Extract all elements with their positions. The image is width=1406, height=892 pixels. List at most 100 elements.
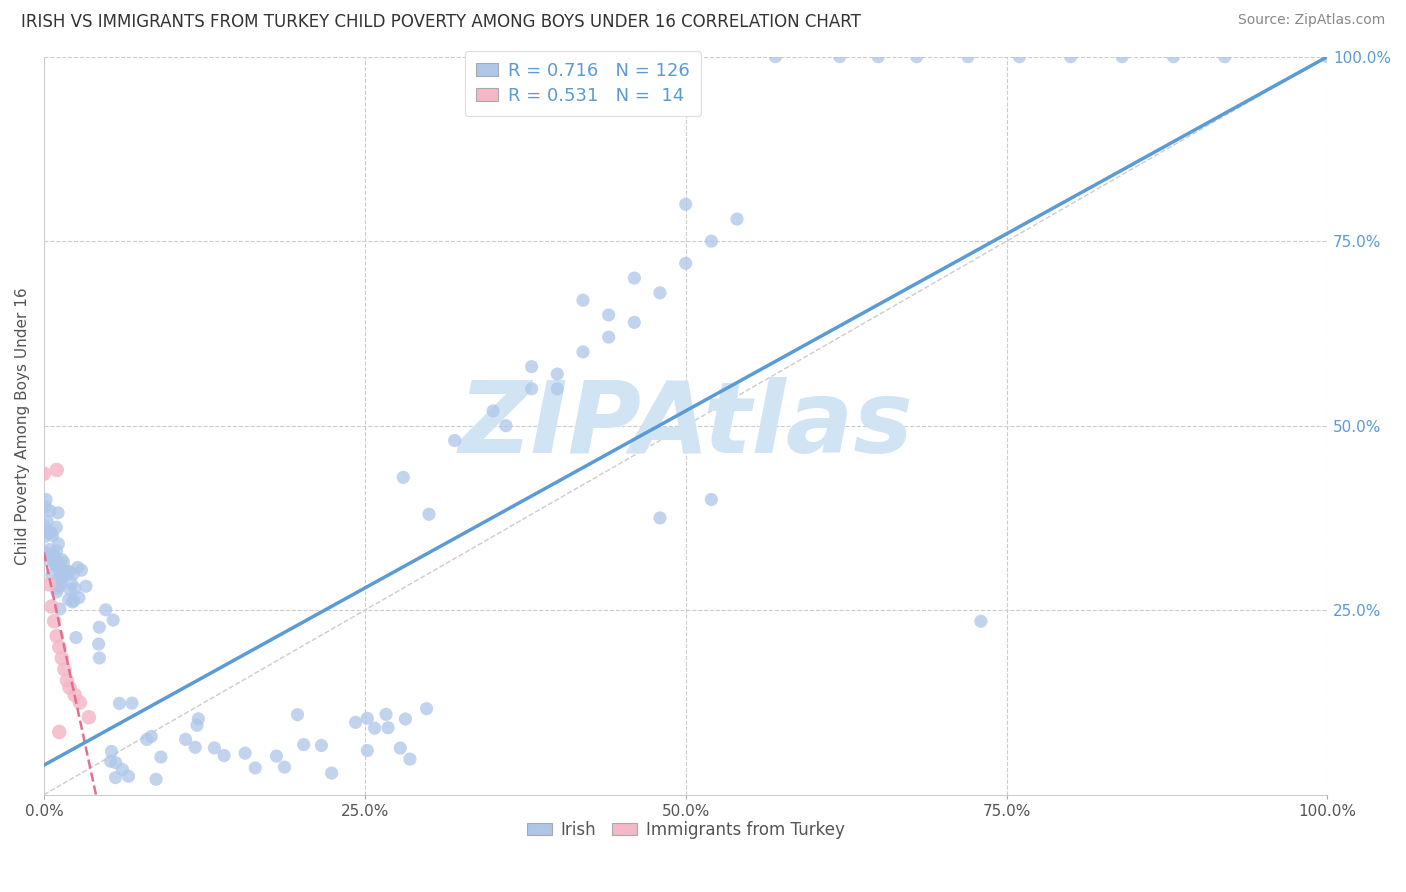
Point bbox=[546, 382, 568, 396]
Point bbox=[63, 688, 86, 702]
Point bbox=[389, 741, 412, 756]
Point bbox=[392, 470, 415, 484]
Point bbox=[56, 673, 79, 688]
Point bbox=[363, 721, 385, 735]
Point bbox=[546, 367, 568, 381]
Point bbox=[135, 732, 157, 747]
Point bbox=[62, 595, 84, 609]
Point bbox=[34, 546, 56, 560]
Point bbox=[49, 602, 72, 616]
Point bbox=[37, 553, 59, 567]
Point bbox=[623, 271, 645, 285]
Point bbox=[48, 537, 70, 551]
Point bbox=[58, 592, 80, 607]
Point bbox=[45, 584, 67, 599]
Point bbox=[59, 582, 82, 597]
Point bbox=[44, 614, 66, 628]
Point bbox=[100, 744, 122, 758]
Point bbox=[648, 511, 671, 525]
Point bbox=[70, 563, 93, 577]
Point bbox=[121, 696, 143, 710]
Point bbox=[184, 740, 207, 755]
Point bbox=[44, 554, 66, 568]
Point bbox=[495, 418, 517, 433]
Point bbox=[108, 697, 131, 711]
Point bbox=[41, 599, 63, 614]
Point bbox=[44, 549, 66, 564]
Point bbox=[212, 748, 235, 763]
Point bbox=[77, 710, 100, 724]
Point bbox=[38, 526, 60, 541]
Point bbox=[89, 651, 111, 665]
Point bbox=[32, 467, 55, 481]
Point bbox=[42, 548, 65, 562]
Point bbox=[377, 721, 399, 735]
Point bbox=[1316, 50, 1339, 64]
Point bbox=[48, 725, 70, 739]
Point bbox=[141, 730, 163, 744]
Point bbox=[266, 749, 288, 764]
Point bbox=[725, 212, 748, 227]
Point bbox=[53, 568, 76, 582]
Point bbox=[675, 197, 697, 211]
Point bbox=[45, 559, 67, 574]
Point bbox=[905, 50, 928, 64]
Point bbox=[46, 556, 69, 570]
Point bbox=[45, 544, 67, 558]
Point bbox=[58, 565, 80, 579]
Point bbox=[39, 548, 62, 562]
Point bbox=[45, 629, 67, 643]
Point bbox=[34, 530, 56, 544]
Point bbox=[623, 315, 645, 329]
Point bbox=[46, 506, 69, 520]
Point bbox=[49, 568, 72, 582]
Point bbox=[53, 662, 76, 676]
Point bbox=[45, 463, 67, 477]
Point bbox=[37, 514, 59, 528]
Point bbox=[104, 771, 127, 785]
Point bbox=[394, 712, 416, 726]
Point bbox=[868, 50, 890, 64]
Point bbox=[51, 651, 73, 665]
Point bbox=[145, 772, 167, 787]
Point bbox=[51, 552, 73, 566]
Point bbox=[75, 579, 97, 593]
Point bbox=[292, 738, 315, 752]
Point bbox=[233, 746, 256, 760]
Point bbox=[598, 330, 620, 344]
Point bbox=[44, 552, 66, 566]
Point bbox=[100, 754, 122, 768]
Point bbox=[41, 525, 63, 540]
Point bbox=[202, 740, 225, 755]
Point bbox=[41, 528, 63, 542]
Point bbox=[67, 591, 90, 605]
Point bbox=[62, 567, 84, 582]
Point bbox=[38, 542, 60, 557]
Point bbox=[48, 640, 70, 654]
Point bbox=[1111, 50, 1133, 64]
Point bbox=[598, 308, 620, 322]
Point bbox=[49, 566, 72, 581]
Point bbox=[245, 761, 267, 775]
Point bbox=[104, 756, 127, 770]
Point bbox=[65, 631, 87, 645]
Point bbox=[443, 434, 465, 448]
Point bbox=[63, 582, 86, 596]
Point bbox=[287, 707, 309, 722]
Point bbox=[62, 594, 84, 608]
Point bbox=[149, 750, 172, 764]
Text: IRISH VS IMMIGRANTS FROM TURKEY CHILD POVERTY AMONG BOYS UNDER 16 CORRELATION CH: IRISH VS IMMIGRANTS FROM TURKEY CHILD PO… bbox=[21, 13, 860, 31]
Text: Source: ZipAtlas.com: Source: ZipAtlas.com bbox=[1237, 13, 1385, 28]
Point bbox=[48, 579, 70, 593]
Point bbox=[32, 518, 55, 533]
Point bbox=[375, 707, 398, 722]
Text: ZIPAtlas: ZIPAtlas bbox=[458, 377, 912, 475]
Point bbox=[187, 712, 209, 726]
Point bbox=[34, 500, 56, 514]
Point bbox=[111, 763, 134, 777]
Point bbox=[356, 743, 378, 757]
Point bbox=[44, 558, 66, 572]
Point bbox=[46, 557, 69, 571]
Point bbox=[69, 696, 91, 710]
Point bbox=[35, 524, 58, 539]
